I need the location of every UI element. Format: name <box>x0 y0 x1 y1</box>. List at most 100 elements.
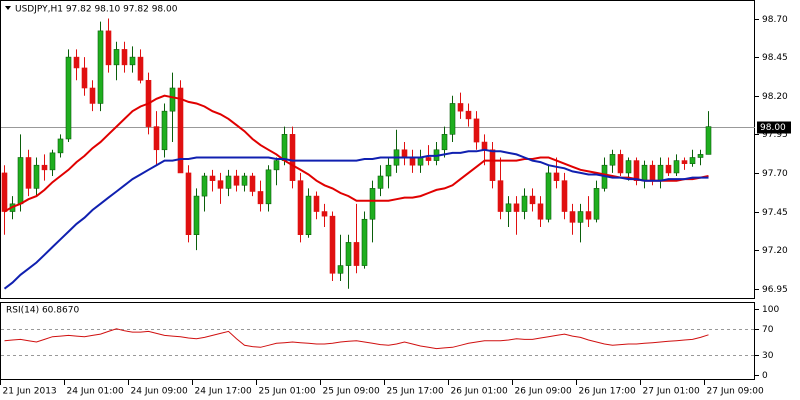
candle-body <box>385 164 392 177</box>
candle-body <box>273 160 280 171</box>
x-tick-label: 25 Jun 17:00 <box>387 387 444 397</box>
candle-body <box>313 195 320 212</box>
candle-body <box>73 56 80 69</box>
last-price-label: 98.00 <box>760 123 786 133</box>
candle-body <box>545 172 552 220</box>
candle-body <box>329 215 336 274</box>
y-tick-label: 97.70 <box>762 169 788 179</box>
candle-body <box>425 157 432 161</box>
x-tick-label: 24 Jun 17:00 <box>195 387 252 397</box>
y-tick-label: 98.20 <box>762 92 788 102</box>
candle-body <box>585 211 592 220</box>
candle-body <box>113 49 120 66</box>
candle-body <box>521 195 528 212</box>
candle-body <box>57 138 64 154</box>
x-tick-label: 27 Jun 01:00 <box>643 387 700 397</box>
chart-title: USDJPY,H1 97.82 98.10 97.82 98.00 <box>15 5 178 15</box>
candle-body <box>609 154 616 166</box>
candle-body <box>497 180 504 212</box>
last-price-box <box>757 121 791 134</box>
line-series <box>3 148 709 290</box>
candle-body <box>489 149 496 181</box>
candle-body <box>353 242 360 266</box>
candle-body <box>577 211 584 223</box>
y-tick-label: 70 <box>762 325 774 335</box>
candle-body <box>369 188 376 220</box>
y-tick-label: 100 <box>762 305 779 315</box>
candle-body <box>457 103 464 112</box>
x-tick-label: 24 Jun 01:00 <box>67 387 124 397</box>
candle-body <box>305 195 312 235</box>
candle-body <box>89 87 96 104</box>
candle-body <box>561 180 568 212</box>
candle-body <box>297 180 304 235</box>
line-series <box>4 94 709 213</box>
candle-body <box>409 157 416 166</box>
candle-body <box>265 169 272 205</box>
candle-body <box>449 103 456 135</box>
y-tick-label: 97.20 <box>762 246 788 256</box>
rsi-title: RSI(14) 60.8670 <box>6 306 79 316</box>
x-tick-label: 21 Jun 2013 <box>3 387 57 397</box>
line-series <box>4 328 709 350</box>
candle-body <box>193 195 200 235</box>
candle-body <box>281 134 288 161</box>
candle-body <box>617 154 624 174</box>
candle-body <box>345 242 352 266</box>
candle-body <box>169 87 176 112</box>
candle-body <box>257 191 264 205</box>
candle-body <box>537 203 544 220</box>
candle-body <box>217 180 224 189</box>
x-tick-label: 26 Jun 01:00 <box>451 387 508 397</box>
candle-body <box>65 56 72 140</box>
candle-body <box>289 134 296 181</box>
candle-body <box>121 49 128 66</box>
candle-body <box>337 265 344 274</box>
candle-body <box>593 188 600 220</box>
candle-body <box>361 218 368 266</box>
y-tick-label: 98.70 <box>762 15 788 25</box>
x-tick-label: 25 Jun 01:00 <box>259 387 316 397</box>
candle-body <box>401 149 408 158</box>
candle-body <box>633 160 640 181</box>
candle-body <box>641 164 648 181</box>
candle-body <box>377 175 384 189</box>
candle-body <box>225 175 232 189</box>
candle-body <box>681 160 688 164</box>
candle-body <box>105 30 112 66</box>
candle-body <box>649 164 656 181</box>
x-tick-label: 27 Jun 09:00 <box>707 387 764 397</box>
candle-body <box>17 157 24 205</box>
y-tick-label: 98.45 <box>762 53 788 63</box>
y-tick-label: 97.95 <box>762 130 788 140</box>
y-tick-label: 96.95 <box>762 285 788 295</box>
candle-body <box>529 195 536 205</box>
candle-body <box>673 160 680 174</box>
y-tick-label: 30 <box>762 351 774 361</box>
candle-body <box>321 211 328 217</box>
candle-body <box>137 56 144 81</box>
candle-body <box>201 175 208 197</box>
candle-body <box>49 152 56 171</box>
candle-body <box>473 118 480 143</box>
menu-icon <box>5 6 11 10</box>
candle-body <box>177 87 184 174</box>
x-tick-label: 26 Jun 17:00 <box>579 387 636 397</box>
candle-body <box>209 175 216 181</box>
candle-body <box>129 56 136 66</box>
candle-body <box>161 110 168 151</box>
candle-body <box>233 175 240 186</box>
candle-body <box>625 160 632 174</box>
candle-body <box>481 141 488 151</box>
candle-body <box>513 203 520 212</box>
candle-body <box>25 157 32 189</box>
y-tick-label: 0 <box>762 371 768 381</box>
candle-body <box>41 164 48 171</box>
candle-body <box>153 126 160 151</box>
candle-body <box>81 67 88 89</box>
y-tick-label: 97.45 <box>762 208 788 218</box>
candle-body <box>705 126 712 155</box>
price-pane <box>0 0 755 299</box>
